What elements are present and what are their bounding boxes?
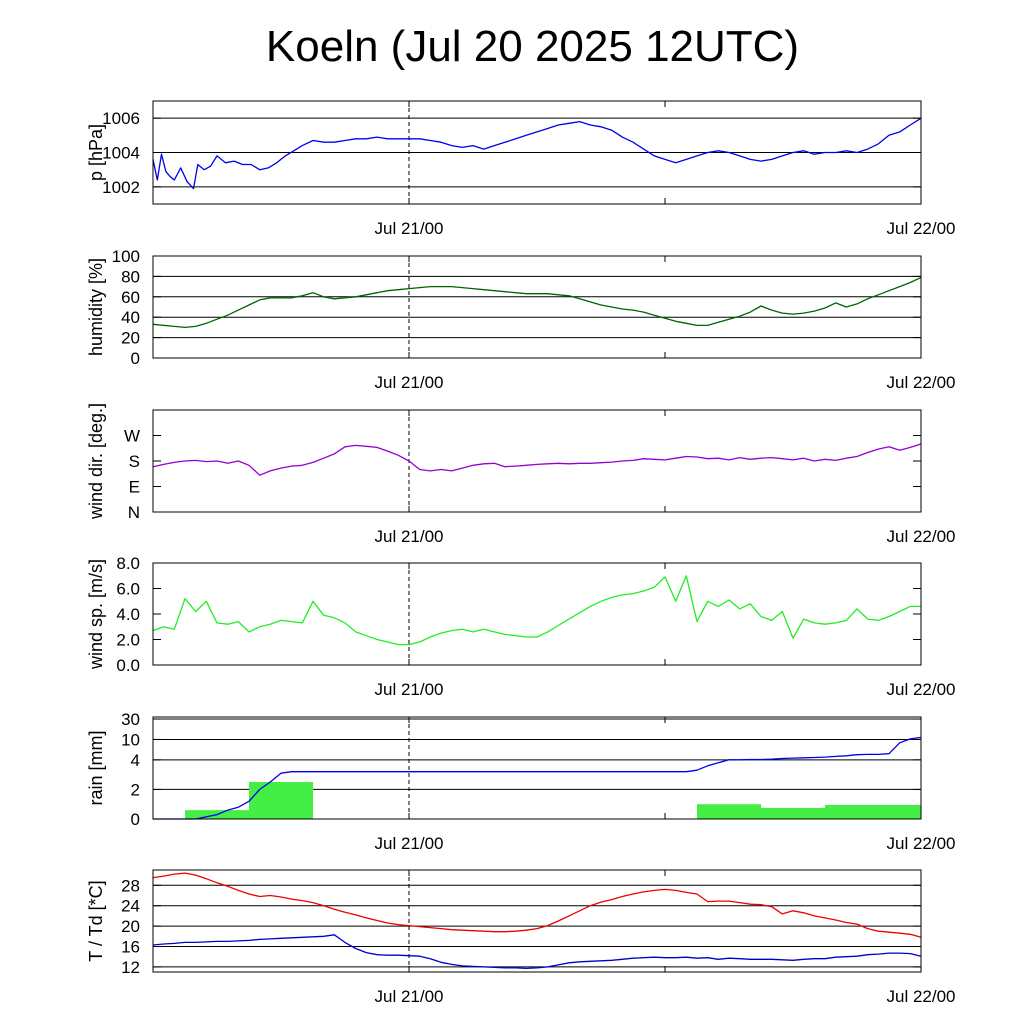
y-axis-label: rain [mm] — [86, 730, 106, 805]
y-tick-label: E — [129, 478, 140, 497]
x-tick-label: Jul 22/00 — [887, 219, 956, 238]
rain-bar — [761, 807, 825, 819]
y-tick-label: 12 — [121, 958, 140, 977]
rain-bar — [825, 804, 921, 819]
y-tick-label: 28 — [121, 876, 140, 895]
y-tick-label: 16 — [121, 938, 140, 957]
x-tick-label: Jul 22/00 — [887, 987, 956, 1006]
y-tick-label: 60 — [121, 288, 140, 307]
x-tick-label: Jul 22/00 — [887, 373, 956, 392]
y-tick-label: 80 — [121, 267, 140, 286]
y-tick-label: 2 — [131, 780, 140, 799]
x-tick-label: Jul 21/00 — [375, 987, 444, 1006]
chart-title: Koeln (Jul 20 2025 12UTC) — [265, 22, 800, 71]
y-tick-label: 0.0 — [116, 656, 140, 675]
plot-frame — [152, 869, 922, 973]
y-tick-label: 40 — [121, 308, 140, 327]
y-tick-label: 4.0 — [116, 605, 140, 624]
panel-wind-speed: 0.0 2.0 4.0 6.0 8.0 Jul 21/00 Jul 22/00 wind sp… — [86, 554, 956, 699]
y-tick-label: 100 — [112, 247, 140, 266]
panel-pressure: 1002 1004 1006 Jul 21/00 Jul 22/00 p [hPa] — [86, 100, 956, 238]
y-tick-label: 6.0 — [116, 580, 140, 599]
x-tick-label: Jul 22/00 — [887, 527, 956, 546]
plot-frame — [152, 255, 922, 359]
y-tick-label: 30 — [121, 710, 140, 729]
series-line-temperature-0 — [152, 872, 922, 938]
plot-frame — [152, 562, 922, 666]
x-tick-label: Jul 21/00 — [375, 834, 444, 853]
y-axis-label: T / Td [*C] — [86, 880, 106, 961]
x-tick-label: Jul 21/00 — [375, 527, 444, 546]
y-tick-label: 1004 — [102, 144, 140, 163]
y-tick-label: W — [124, 427, 140, 446]
y-axis-label: p [hPa] — [86, 124, 106, 181]
y-axis-label: wind sp. [m/s] — [86, 559, 106, 670]
y-tick-label: 10 — [121, 730, 140, 749]
x-tick-label: Jul 22/00 — [887, 680, 956, 699]
plot-frame — [152, 716, 922, 820]
y-tick-label: 1006 — [102, 109, 140, 128]
x-tick-label: Jul 21/00 — [375, 680, 444, 699]
series-line-temperature-1 — [152, 934, 922, 970]
y-tick-label: N — [128, 503, 140, 522]
rain-bar — [697, 804, 761, 819]
y-tick-label: 8.0 — [116, 554, 140, 573]
y-tick-label: S — [129, 452, 140, 471]
y-tick-label: 4 — [131, 751, 140, 770]
x-tick-label: Jul 21/00 — [375, 373, 444, 392]
y-tick-label: 0 — [131, 810, 140, 829]
plot-frame — [152, 409, 922, 513]
y-tick-label: 2.0 — [116, 631, 140, 650]
series-line-humidity — [152, 276, 922, 329]
y-tick-label: 1002 — [102, 178, 140, 197]
series-line-rain — [153, 736, 922, 820]
series-line-wind-direction — [152, 443, 922, 476]
x-tick-label: Jul 22/00 — [887, 834, 956, 853]
series-line-wind-speed — [152, 575, 921, 646]
series-line-pressure — [152, 117, 922, 190]
rain-bar — [249, 782, 313, 819]
y-tick-label: 20 — [121, 329, 140, 348]
x-tick-label: Jul 21/00 — [375, 219, 444, 238]
y-tick-label: 24 — [121, 897, 140, 916]
y-axis-label: humidity [%] — [86, 258, 106, 356]
y-tick-label: 20 — [121, 917, 140, 936]
y-axis-label: wind dir. [deg.] — [86, 403, 106, 520]
y-tick-label: 0 — [131, 349, 140, 368]
